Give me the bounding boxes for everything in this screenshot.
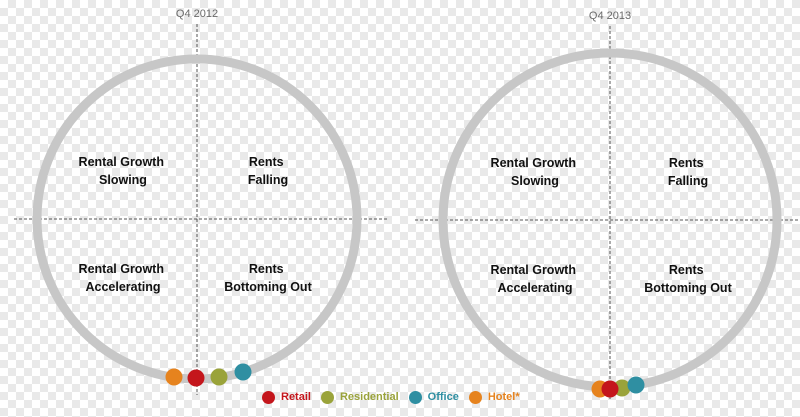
marker-retail <box>187 369 205 387</box>
legend-item-office: Office <box>408 390 459 404</box>
quadrant-label-top-left: Rental Growth Slowing <box>79 155 168 187</box>
quadrant-label-top-right: Rents Falling <box>248 155 288 187</box>
legend-label-residential: Residential <box>339 391 399 403</box>
legend-item-retail: Retail <box>262 390 311 404</box>
legend-label-hotel: Hotel* <box>487 391 520 403</box>
marker-retail <box>601 380 619 398</box>
quadrant-label-bottom-left: Rental Growth Accelerating <box>491 263 580 295</box>
clock-q4-2013: Q4 2013 Rental Growth Slowing Rents Fall… <box>415 10 800 400</box>
marker-residential <box>210 368 228 386</box>
legend-swatch-office <box>408 390 422 404</box>
legend: Retail Residential Office Hotel* <box>262 387 530 407</box>
legend-label-office: Office <box>427 391 459 403</box>
period-label: Q4 2013 <box>589 10 631 22</box>
legend-item-hotel: Hotel* <box>468 390 520 404</box>
quadrant-label-top-left: Rental Growth Slowing <box>491 156 580 188</box>
marker-office <box>627 376 645 394</box>
legend-label-retail: Retail <box>281 391 311 403</box>
legend-item-residential: Residential <box>320 390 399 404</box>
marker-hotel <box>165 368 183 386</box>
legend-swatch-residential <box>320 390 334 404</box>
quadrant-label-bottom-left: Rental Growth Accelerating <box>79 262 168 294</box>
quadrant-label-bottom-right: Rents Bottoming Out <box>224 262 312 294</box>
legend-swatch-retail <box>262 390 275 404</box>
marker-office <box>234 363 252 381</box>
legend-swatch-hotel <box>468 390 482 404</box>
quadrant-label-bottom-right: Rents Bottoming Out <box>644 263 732 295</box>
quadrant-label-top-right: Rents Falling <box>668 156 708 188</box>
period-label: Q4 2012 <box>176 8 218 20</box>
clock-q4-2012: Q4 2012 Rental Growth Slowing Rents Fall… <box>14 8 388 395</box>
